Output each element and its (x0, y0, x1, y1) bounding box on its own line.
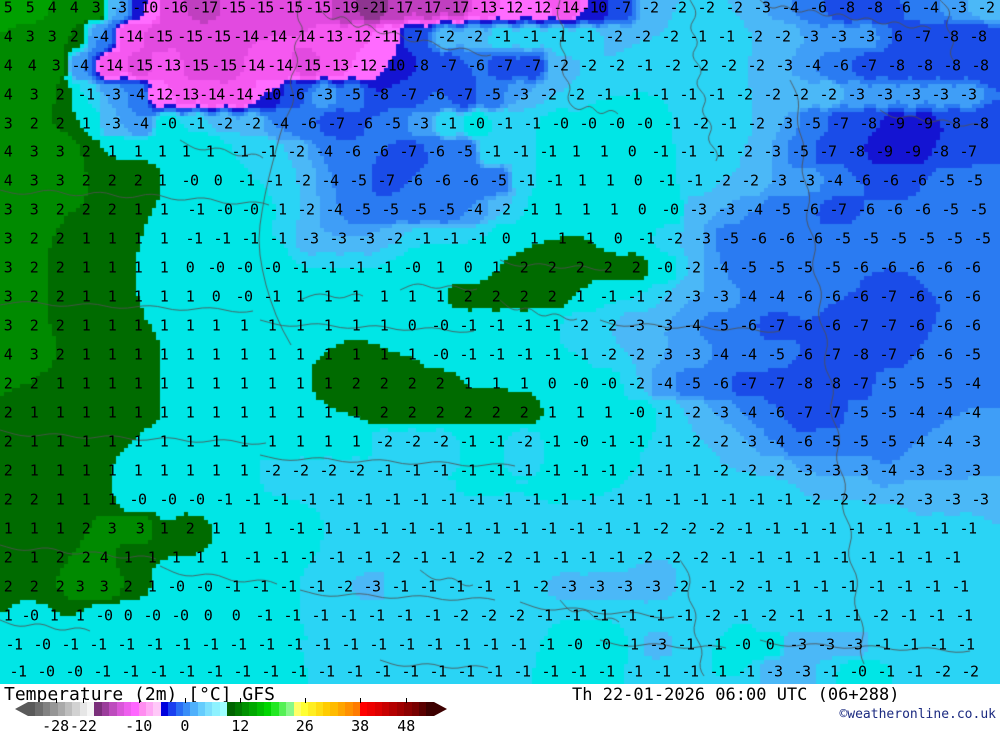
colorbar-swatch (264, 702, 272, 716)
colorbar-swatch (116, 702, 124, 716)
colorbar-swatch (131, 702, 139, 716)
colorbar-tick-mark (240, 698, 242, 703)
colorbar-swatch (138, 702, 146, 716)
colorbar-swatch (411, 702, 419, 716)
colorbar-tick-mark (55, 698, 57, 703)
valid-time-label: Th 22-01-2026 06:00 UTC (06+288) (572, 685, 900, 705)
colorbar-high-arrow-icon (434, 702, 447, 716)
colorbar-swatch (219, 702, 228, 716)
colorbar-swatch (64, 702, 73, 716)
colorbar-tick-label: 48 (397, 717, 416, 735)
colorbar-tick-label: 38 (351, 717, 370, 735)
colorbar-swatch (293, 702, 301, 716)
colorbar-low-arrow-icon (15, 702, 28, 716)
colorbar-swatch (168, 702, 176, 716)
colorbar-tick-label: 26 (295, 717, 314, 735)
colorbar-swatch (182, 702, 191, 716)
colorbar-tick-mark (304, 698, 306, 703)
coastline-borders-overlay (0, 0, 1000, 684)
colorbar-swatch (28, 702, 36, 716)
colorbar-tick-label: 12 (231, 717, 250, 735)
colorbar-swatch (79, 702, 87, 716)
colorbar-tick-label: 0 (180, 717, 190, 735)
colorbar-swatch (323, 702, 331, 716)
colorbar-swatch (382, 702, 390, 716)
colorbar-swatch (278, 702, 287, 716)
colorbar-swatch (123, 702, 132, 716)
colorbar-swatch (396, 702, 405, 716)
colorbar-tick-mark (360, 698, 362, 703)
colorbar-swatches[interactable] (28, 702, 434, 716)
colorbar-swatch (153, 702, 161, 716)
colorbar-swatch (271, 702, 279, 716)
colorbar-swatch (308, 702, 316, 716)
colorbar-tick-mark (184, 698, 186, 703)
colorbar-swatch (330, 702, 338, 716)
colorbar-swatch (72, 702, 80, 716)
colorbar-swatch (249, 702, 257, 716)
colorbar-swatch (234, 702, 242, 716)
colorbar-tick-label: -22 (69, 717, 97, 735)
colorbar-swatch (50, 702, 58, 716)
colorbar-swatch (190, 702, 198, 716)
colorbar-swatch (300, 702, 309, 716)
colorbar[interactable]: -28 -22 -10 0 12 26 38 48 (0, 698, 470, 735)
colorbar-tick-mark (406, 698, 408, 703)
colorbar-swatch (205, 702, 213, 716)
colorbar-swatch (256, 702, 264, 716)
colorbar-swatch (241, 702, 250, 716)
colorbar-swatch (109, 702, 117, 716)
colorbar-swatch (352, 702, 360, 716)
colorbar-swatch (418, 702, 427, 716)
colorbar-tick-label: -28 (42, 717, 70, 735)
colorbar-swatch (35, 702, 43, 716)
colorbar-swatch (404, 702, 412, 716)
colorbar-swatch (146, 702, 154, 716)
colorbar-tick-mark (138, 698, 140, 703)
colorbar-swatch (175, 702, 183, 716)
colorbar-swatch (286, 702, 294, 716)
temperature-map[interactable]: 5 5 4 4 3 -3 -10 -16 -17 -15 -15 -15 -15 -19 -21 -17 -17… (0, 0, 1000, 684)
colorbar-tick-mark (83, 698, 85, 703)
colorbar-swatch (315, 702, 323, 716)
colorbar-swatch (359, 702, 368, 716)
colorbar-swatch (367, 702, 375, 716)
colorbar-swatch (389, 702, 397, 716)
colorbar-swatch (426, 702, 434, 716)
colorbar-swatch (87, 702, 95, 716)
colorbar-swatch (94, 702, 102, 716)
colorbar-swatch (42, 702, 51, 716)
colorbar-tick-label: -10 (125, 717, 153, 735)
colorbar-swatch (374, 702, 382, 716)
colorbar-swatch (337, 702, 346, 716)
colorbar-swatch (227, 702, 235, 716)
colorbar-swatch (57, 702, 65, 716)
colorbar-swatch (160, 702, 169, 716)
colorbar-swatch (101, 702, 110, 716)
map-footer: Temperature (2m) [°C] GFS Th 22-01-2026 … (0, 684, 1000, 735)
colorbar-swatch (197, 702, 205, 716)
legend-title: Temperature (2m) [°C] GFS (4, 684, 275, 705)
colorbar-swatch (345, 702, 353, 716)
copyright-label: ©weatheronline.co.uk (839, 707, 996, 722)
colorbar-swatch (212, 702, 220, 716)
